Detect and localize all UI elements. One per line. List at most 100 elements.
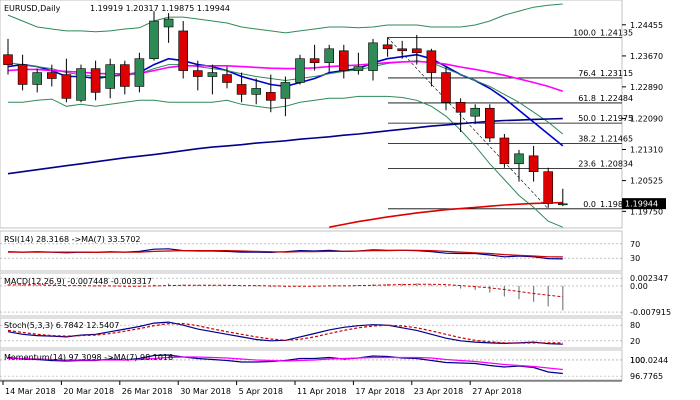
candle-body (338, 50, 349, 71)
indicator-line-1 (8, 356, 563, 371)
candle-body (295, 58, 305, 83)
candle-body (528, 155, 539, 172)
time-tick-label: 17 Apr 2018 (355, 387, 404, 396)
fib-price-label: 1.21975 (600, 114, 633, 123)
level-label: 96.7765 (630, 372, 663, 381)
fib-price-label: 1.19814 (600, 200, 633, 209)
momentum-panel-frame (0, 349, 623, 381)
fib-ratio-label: 100.0 (573, 28, 596, 37)
chart-symbol-header: EURUSD,Daily (4, 4, 61, 13)
candle-body (105, 64, 115, 89)
level-label: 100.0244 (630, 356, 668, 365)
level-label: 100 (630, 356, 645, 365)
candle-body (236, 84, 247, 95)
price-panel: 100.0 1.24135 76.4 1.23115 61.8 1.22484 50.0 1.… (0, 0, 666, 229)
price-tick-label: 1.19750 (630, 207, 663, 216)
candle-body (309, 58, 320, 63)
candles (3, 11, 568, 208)
time-tick-label: 26 Mar 2018 (122, 387, 173, 396)
momentum-title: Momentum(14) 97.3098 ->MA(7) 98.1016 (4, 353, 173, 362)
candle-body (426, 50, 437, 73)
time-tick-label: 30 Mar 2018 (180, 387, 231, 396)
candle-body (46, 72, 57, 79)
candle-body (455, 102, 466, 113)
level-label: 0.00 (630, 282, 648, 291)
candle-body (265, 92, 276, 101)
price-tick-label: 1.20525 (630, 177, 663, 186)
fib-ratio-label: 38.2 (578, 134, 596, 143)
fib-ratio-label: 50.0 (578, 114, 596, 123)
time-tick-label: 11 Apr 2018 (297, 387, 346, 396)
level-label: 20 (630, 337, 640, 346)
candle-body (17, 64, 28, 85)
stoch-title: Stoch(5,3,3) 6.7842 12.5407 (4, 321, 119, 330)
time-axis: 14 Mar 2018 20 Mar 2018 26 Mar 2018 30 Mar … (0, 380, 622, 396)
fib-ratio-label: 23.6 (578, 159, 596, 168)
candle-body (163, 18, 174, 28)
price-tick-label: 1.22090 (630, 115, 663, 124)
current-price-tag (622, 198, 666, 210)
price-tick-label: 1.23670 (630, 52, 663, 61)
current-price-label: 1.19944 (625, 200, 658, 209)
rsi-title: RSI(14) 28.3168 ->MA(7) 33.5702 (4, 235, 141, 244)
fib-ratio-label: 0.0 (583, 200, 596, 209)
price-axis: 1.24455 1.23670 1.22890 1.22090 1.21310 1.205… (622, 21, 663, 216)
level-label: 80 (630, 321, 640, 330)
macd-title: MACD(12,26,9) -0.007448 -0.003317 (4, 277, 152, 286)
stoch-panel: 80 20 Stoch(5,3,3) 6.7842 12.5407 (0, 317, 640, 349)
price-tick-label: 1.22890 (630, 83, 663, 92)
fib-price-label: 1.20834 (600, 159, 633, 168)
overlay-lines (7, 3, 564, 228)
candle-body (178, 30, 188, 71)
time-tick-label: 14 Mar 2018 (5, 387, 56, 396)
candle-body (499, 137, 510, 165)
candle-body (32, 72, 43, 85)
time-tick-label: 27 Apr 2018 (472, 387, 521, 396)
level-label: -0.007915 (630, 308, 671, 317)
candle-body (514, 153, 524, 165)
overlay-line-0 (7, 3, 563, 34)
price-tick-label: 1.21310 (630, 145, 663, 154)
candle-body (441, 72, 451, 103)
candle-body (3, 54, 13, 65)
candle-body (470, 107, 481, 117)
level-label: 0.002347 (630, 274, 668, 283)
candle-body (222, 74, 232, 83)
macd-signal-line (8, 283, 563, 298)
candle-body (61, 74, 72, 99)
candle-body (207, 72, 218, 77)
time-tick-label: 23 Apr 2018 (414, 387, 463, 396)
time-tick-label: 5 Apr 2018 (239, 387, 283, 396)
fib-ratio-label: 76.4 (578, 69, 596, 78)
candle-body (134, 58, 145, 87)
candle-body (543, 171, 554, 204)
fib-price-label: 1.22484 (600, 94, 633, 103)
fib-ratio-label: 61.8 (578, 94, 596, 103)
macd-panel-frame (0, 272, 623, 317)
overlay-line-6 (329, 201, 563, 228)
candle-body (120, 64, 130, 87)
fibonacci-levels: 100.0 1.24135 76.4 1.23115 61.8 1.22484 50.0 1.… (387, 28, 633, 210)
fib-price-label: 1.23115 (600, 69, 633, 78)
fib-price-label: 1.24135 (600, 28, 633, 37)
time-tick-label: 20 Mar 2018 (63, 387, 114, 396)
level-label: 30 (630, 254, 640, 263)
fib-price-label: 1.21465 (600, 134, 633, 143)
rsi-panel-frame (0, 230, 623, 272)
candle-body (484, 107, 495, 139)
candle-body (251, 88, 261, 95)
candle-body (193, 70, 203, 77)
level-label: 70 (630, 240, 640, 249)
candle-body (324, 48, 335, 63)
chart-ohlc-header: 1.19919 1.20317 1.19875 1.19944 (90, 4, 230, 13)
indicator-line-1 (8, 249, 563, 258)
overlay-line-4 (7, 60, 564, 92)
candle-body (382, 44, 393, 50)
candle-body (90, 68, 101, 93)
indicator-line-1 (7, 323, 563, 344)
price-panel-frame (0, 0, 623, 229)
